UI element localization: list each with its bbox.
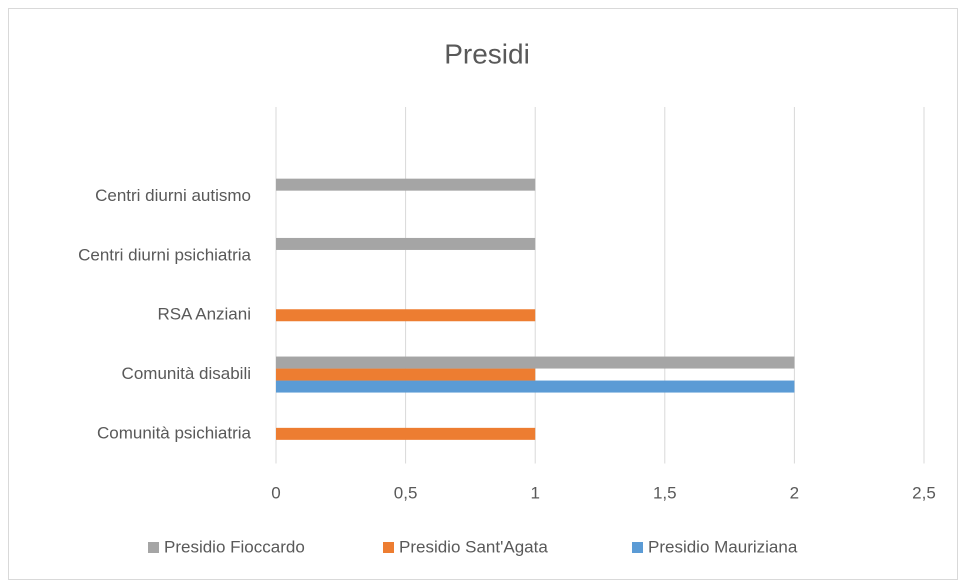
bar	[276, 309, 536, 322]
bar	[276, 178, 536, 191]
y-tick-label: RSA Anziani	[157, 305, 251, 324]
legend-swatch	[148, 542, 159, 553]
chart-frame	[8, 8, 958, 580]
legend-label: Presidio Sant'Agata	[399, 537, 548, 556]
x-tick-label: 2	[790, 483, 799, 502]
bar	[276, 356, 795, 369]
y-tick-label: Comunità psichiatria	[97, 423, 252, 442]
x-tick-label: 2,5	[912, 483, 936, 502]
legend-label: Presidio Fioccardo	[164, 537, 305, 556]
x-tick-label: 1	[530, 483, 539, 502]
chart-title: Presidi	[444, 38, 530, 69]
legend-swatch	[383, 542, 394, 553]
x-tick-label: 0	[271, 483, 280, 502]
legend-swatch	[632, 542, 643, 553]
bar	[276, 427, 536, 440]
bar	[276, 380, 795, 393]
legend-label: Presidio Mauriziana	[648, 537, 798, 556]
bar	[276, 368, 536, 381]
y-tick-label: Comunità disabili	[122, 364, 251, 383]
y-tick-label: Centri diurni psichiatria	[78, 245, 251, 264]
x-tick-label: 1,5	[653, 483, 677, 502]
bar	[276, 237, 536, 250]
x-tick-label: 0,5	[394, 483, 418, 502]
y-tick-label: Centri diurni autismo	[95, 186, 251, 205]
